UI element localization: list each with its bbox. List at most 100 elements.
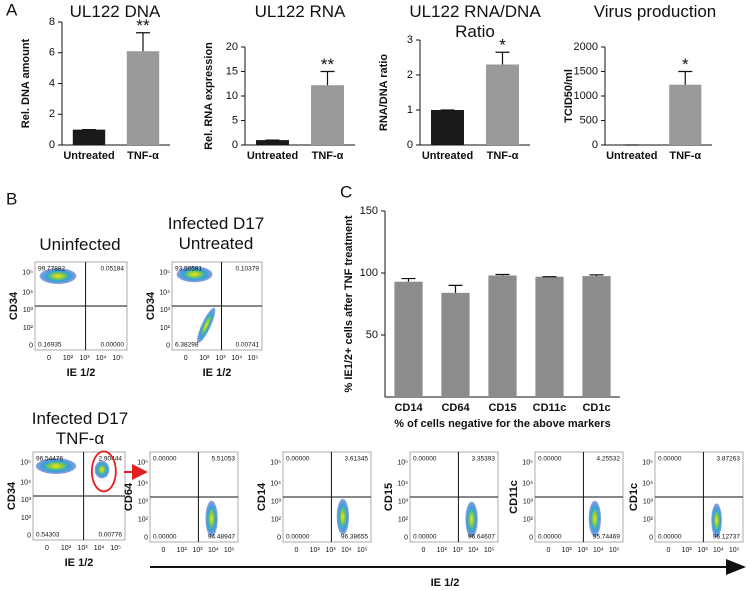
x-tick-label: 10⁴	[208, 547, 219, 554]
chart-title: Infected D17 Untreated	[167, 214, 265, 253]
x-tick-label: 10²	[682, 547, 693, 554]
x-tick-label: 10³	[577, 547, 588, 554]
x-tick-label: 0	[162, 547, 166, 554]
y-tick-label: 10⁵	[270, 460, 281, 467]
x-tick-label: CD1c	[582, 402, 610, 414]
title-box: Infected D17 TNF-α	[32, 409, 128, 448]
x-tick-label: 10⁴	[593, 547, 604, 554]
panel-label: A	[6, 0, 18, 19]
y-axis-label: Rel. DNA amount	[20, 38, 32, 128]
quadrant-value: 0.16935	[38, 342, 62, 349]
y-tick-label: 10³	[23, 307, 34, 314]
shared-x-axis-label: IE 1/2	[431, 577, 460, 589]
quadrant-value: 0.10379	[236, 266, 260, 273]
y-tick-label: 10²	[271, 516, 282, 523]
y-tick-label: 50	[366, 329, 378, 341]
y-tick-label: 0	[407, 139, 413, 151]
y-tick-label: 150	[360, 205, 378, 217]
x-tick-label: 10⁴	[713, 547, 724, 554]
y-axis-label: CD34	[6, 481, 18, 510]
error-bar	[495, 51, 510, 65]
y-tick-label: 0	[529, 534, 533, 541]
x-tick-label: 10⁴	[468, 547, 479, 554]
flow-plot: 0.00000 4.25532 0.00000 95.74469 0 0 10² 10² 10³…	[508, 451, 624, 554]
chart-title: UL122 RNA	[254, 2, 346, 21]
density-cloud	[205, 500, 218, 537]
quadrant-value: 0.00000	[286, 456, 310, 463]
density-cloud	[588, 500, 602, 537]
density-cloud	[35, 458, 77, 474]
quadrant-value: 0.00000	[658, 534, 682, 541]
chart-title: UL122 RNA/DNA Ratio	[409, 2, 541, 41]
x-tick-label: Untreated	[247, 150, 298, 162]
flow-plot: 0.00000 3.87263 0.00000 96.12737 0 0 10² 10² 10³…	[628, 451, 744, 554]
quadrant-value: 0.00741	[236, 342, 260, 349]
x-tick-label: 10³	[215, 355, 226, 362]
y-tick-label: 8	[49, 16, 55, 28]
y-axis-label: CD64	[123, 482, 135, 511]
quadrant-value: 0.00000	[413, 534, 437, 541]
y-tick-label: 2	[49, 108, 55, 120]
bar	[535, 276, 564, 397]
title-box: UL122 RNA	[254, 2, 346, 21]
x-tick-label: 10⁵	[609, 547, 620, 554]
y-tick-label: 0	[49, 139, 55, 151]
quadrant-value: 0.00000	[538, 456, 562, 463]
x-tick-label: 10⁴	[341, 547, 352, 554]
y-tick-label: 6	[49, 47, 55, 59]
x-axis-label: IE 1/2	[203, 367, 232, 379]
y-tick-label: 10⁵	[397, 460, 408, 467]
y-tick-label: 0	[144, 534, 148, 541]
y-tick-label: 500	[580, 114, 598, 126]
x-tick-label: CD11c	[533, 402, 567, 414]
x-tick-label: 0	[295, 547, 299, 554]
panel-label: C	[340, 182, 352, 201]
x-tick-label: 10³	[77, 545, 88, 552]
x-tick-label: Untreated	[422, 150, 473, 162]
y-tick-label: 0	[649, 534, 653, 541]
y-tick-label: 10⁵	[642, 460, 653, 467]
chart-title: UL122 DNA	[69, 2, 161, 21]
x-tick-label: 10³	[325, 547, 336, 554]
x-axis-label: IE 1/2	[67, 367, 96, 379]
x-axis-label: % of cells negative for the above marker…	[394, 418, 610, 430]
y-tick-label: 0	[232, 139, 238, 151]
flow-plot: 96.54476 2.90444 0.54303 0.00776 0 0 10² 10² 10³…	[6, 451, 126, 569]
y-tick-label: 10³	[523, 498, 534, 505]
y-tick-label: 10³	[160, 307, 171, 314]
y-tick-label: 10²	[23, 325, 34, 332]
y-tick-label: 10²	[160, 325, 171, 332]
y-tick-label: 0	[27, 532, 31, 539]
title-box: Infected D17 Untreated	[167, 214, 265, 253]
quadrant-value: 93.50581	[175, 266, 202, 273]
panel-label: B	[6, 189, 17, 208]
quadrant-value: 0.00000	[286, 534, 310, 541]
y-tick-label: 10⁵	[137, 460, 148, 467]
y-tick-label: 15	[226, 65, 238, 77]
y-tick-label: 3	[407, 34, 413, 46]
bar	[311, 85, 344, 145]
error-bar	[401, 277, 416, 282]
quadrant-value: 0.00000	[153, 534, 177, 541]
error-bar	[495, 273, 510, 276]
x-tick-label: 10²	[310, 547, 321, 554]
y-axis-label: TCID50/ml	[563, 69, 575, 123]
title-box: Virus production	[594, 2, 717, 21]
density-cloud	[711, 503, 722, 538]
x-tick-label: 10⁵	[248, 355, 259, 362]
quadrant-value: 0.00000	[413, 456, 437, 463]
quadrant-value: 95.74469	[593, 534, 620, 541]
flow-plot: 93.50581 0.10379 6.38298 0.00741 0 0 10² 10² 10³…	[145, 261, 263, 379]
y-axis-label: CD1c	[628, 483, 640, 511]
y-axis-label: RNA/DNA ratio	[378, 54, 390, 131]
quadrant-value: 99.77882	[38, 266, 65, 273]
density-cloud	[465, 501, 478, 538]
quadrant-value: 0.00000	[153, 456, 177, 463]
y-tick-label: 10³	[138, 498, 149, 505]
error-bar	[136, 32, 150, 52]
y-tick-label: 10⁴	[642, 480, 653, 487]
x-tick-label: 10²	[61, 545, 72, 552]
x-tick-label: 10²	[562, 547, 573, 554]
y-tick-label: 20	[226, 41, 238, 53]
y-tick-label: 10⁴	[20, 480, 31, 487]
